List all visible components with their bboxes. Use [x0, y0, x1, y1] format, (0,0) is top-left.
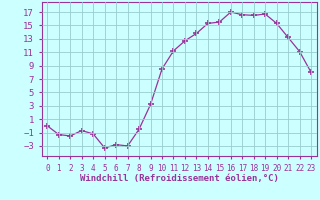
- X-axis label: Windchill (Refroidissement éolien,°C): Windchill (Refroidissement éolien,°C): [80, 174, 279, 183]
